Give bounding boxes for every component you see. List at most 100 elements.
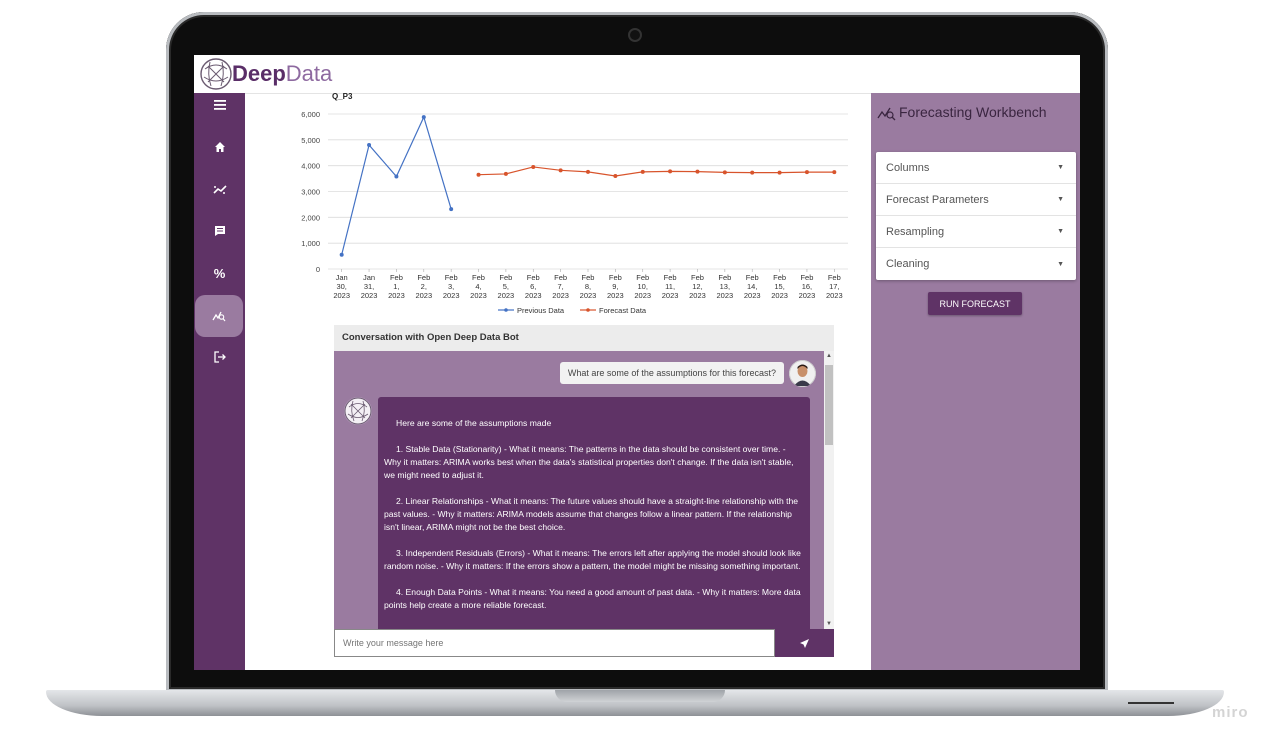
sidebar-forecast-button[interactable] <box>195 295 243 337</box>
brand-name[interactable]: DeepData <box>232 61 332 87</box>
x-tick-label-line: 17, <box>829 282 839 291</box>
bot-paragraph: 3. Independent Residuals (Errors) - What… <box>384 548 801 571</box>
series-line <box>341 115 452 255</box>
data-point <box>394 174 399 179</box>
legend-marker <box>586 308 590 312</box>
chat-header: Conversation with Open Deep Data Bot <box>334 325 834 351</box>
x-tick-label-line: Jan <box>363 273 375 282</box>
x-tick-label: Jan 31, 2023 <box>361 273 378 300</box>
sidebar-trends-button[interactable] <box>194 170 245 208</box>
x-tick-label-line: Feb <box>472 273 485 282</box>
x-tick-label: Feb 9, 2023 <box>607 273 624 300</box>
sidebar-chat-button[interactable] <box>194 212 245 250</box>
send-icon <box>800 638 809 648</box>
x-tick-label: Feb 16, 2023 <box>799 273 816 300</box>
send-button[interactable] <box>775 629 834 657</box>
x-tick-label-line: 12, <box>692 282 702 291</box>
section-forecast-parameters[interactable]: Forecast Parameters ▼ <box>876 184 1076 216</box>
sidebar: % <box>194 93 245 670</box>
x-tick-label: Feb 4, 2023 <box>470 273 487 300</box>
x-tick-label-line: Feb <box>445 273 458 282</box>
laptop-notch <box>555 690 725 702</box>
chat-message-input[interactable] <box>334 629 775 657</box>
data-point <box>668 169 673 174</box>
data-point <box>695 169 700 174</box>
bot-paragraph: 4. Enough Data Points - What it means: Y… <box>384 587 801 610</box>
data-point <box>750 170 755 175</box>
sidebar-percent-button[interactable]: % <box>194 254 245 292</box>
bot-avatar-icon <box>344 397 372 425</box>
x-tick-label-line: 14, <box>747 282 757 291</box>
section-resampling[interactable]: Resampling ▼ <box>876 216 1076 248</box>
sidebar-menu-button[interactable] <box>194 86 245 124</box>
data-point <box>476 172 481 177</box>
x-tick-label: Feb 17, 2023 <box>826 273 843 300</box>
chevron-down-icon: ▼ <box>1057 196 1064 203</box>
trend-icon <box>212 185 227 194</box>
sidebar-logout-button[interactable] <box>194 338 245 376</box>
legend-label: Forecast Data <box>599 306 647 315</box>
section-label: Forecast Parameters <box>886 193 989 206</box>
x-tick-label: Feb 11, 2023 <box>662 273 679 300</box>
logout-icon <box>214 351 226 363</box>
x-tick-label-line: 2023 <box>771 291 788 300</box>
x-tick-label-line: 2023 <box>716 291 733 300</box>
scroll-up-icon[interactable]: ▲ <box>826 353 832 359</box>
user-message: What are some of the assumptions for thi… <box>559 362 784 384</box>
x-tick-label-line: Feb <box>499 273 512 282</box>
x-tick-label-line: 7, <box>557 282 563 291</box>
x-tick-label-line: Feb <box>527 273 540 282</box>
chevron-down-icon: ▼ <box>1057 260 1064 268</box>
x-tick-label-line: 31, <box>364 282 374 291</box>
data-point <box>613 174 618 178</box>
workbench-title: Forecasting Workbench <box>899 104 1047 120</box>
y-tick-label: 0 <box>316 265 320 274</box>
x-tick-label-line: 2023 <box>607 291 624 300</box>
forecast-icon <box>212 311 226 322</box>
run-forecast-button[interactable]: RUN FORECAST <box>928 292 1022 315</box>
data-point <box>367 143 372 147</box>
x-tick-label-line: 13, <box>720 282 730 291</box>
legend-marker <box>504 308 508 312</box>
x-tick-label-line: 8, <box>585 282 591 291</box>
scroll-down-icon[interactable]: ▼ <box>826 621 832 627</box>
chart-title: Q_P3 <box>332 93 353 101</box>
x-tick-label-line: 2023 <box>443 291 460 300</box>
x-tick-label-line: 2023 <box>415 291 432 300</box>
workbench-panel: Forecasting Workbench Columns ▼ Forecast … <box>871 93 1080 670</box>
chat-scrollbar[interactable]: ▲ ▼ <box>824 351 834 629</box>
home-icon <box>214 142 225 152</box>
x-tick-label-line: 2023 <box>662 291 679 300</box>
x-tick-label-line: Feb <box>828 273 841 282</box>
section-columns[interactable]: Columns ▼ <box>876 152 1076 184</box>
data-point <box>777 170 782 175</box>
deepdata-logo-icon <box>200 58 232 90</box>
data-point <box>339 252 344 257</box>
app-screen: DeepData % 0 1,000 2,000 3,000 4,000 5,000 6,0… <box>194 55 1080 670</box>
data-point <box>558 168 563 173</box>
chat-icon <box>214 226 225 236</box>
user-avatar <box>789 360 816 387</box>
chevron-down-icon: ▼ <box>1057 228 1064 235</box>
x-tick-label-line: 2023 <box>799 291 816 300</box>
data-point <box>449 207 454 212</box>
x-tick-label-line: Feb <box>390 273 403 282</box>
data-point <box>640 169 645 174</box>
chat-messages[interactable]: What are some of the assumptions for thi… <box>334 351 824 629</box>
data-point <box>804 170 809 175</box>
x-tick-label-line: 11, <box>665 282 675 291</box>
x-tick-label-line: 2023 <box>744 291 761 300</box>
y-tick-label: 5,000 <box>301 136 320 145</box>
scrollbar-thumb[interactable] <box>825 365 833 445</box>
sidebar-home-button[interactable] <box>194 128 245 166</box>
x-tick-label-line: 9, <box>612 282 618 291</box>
data-point <box>531 164 536 169</box>
camera-icon <box>628 28 642 42</box>
data-point <box>421 115 426 120</box>
x-tick-label-line: Jan <box>336 273 348 282</box>
section-cleaning[interactable]: Cleaning ▼ <box>876 248 1076 280</box>
x-tick-label: Feb 12, 2023 <box>689 273 706 300</box>
bot-message: Here are some of the assumptions made 1.… <box>378 397 810 629</box>
x-tick-label-line: 10, <box>638 282 648 291</box>
